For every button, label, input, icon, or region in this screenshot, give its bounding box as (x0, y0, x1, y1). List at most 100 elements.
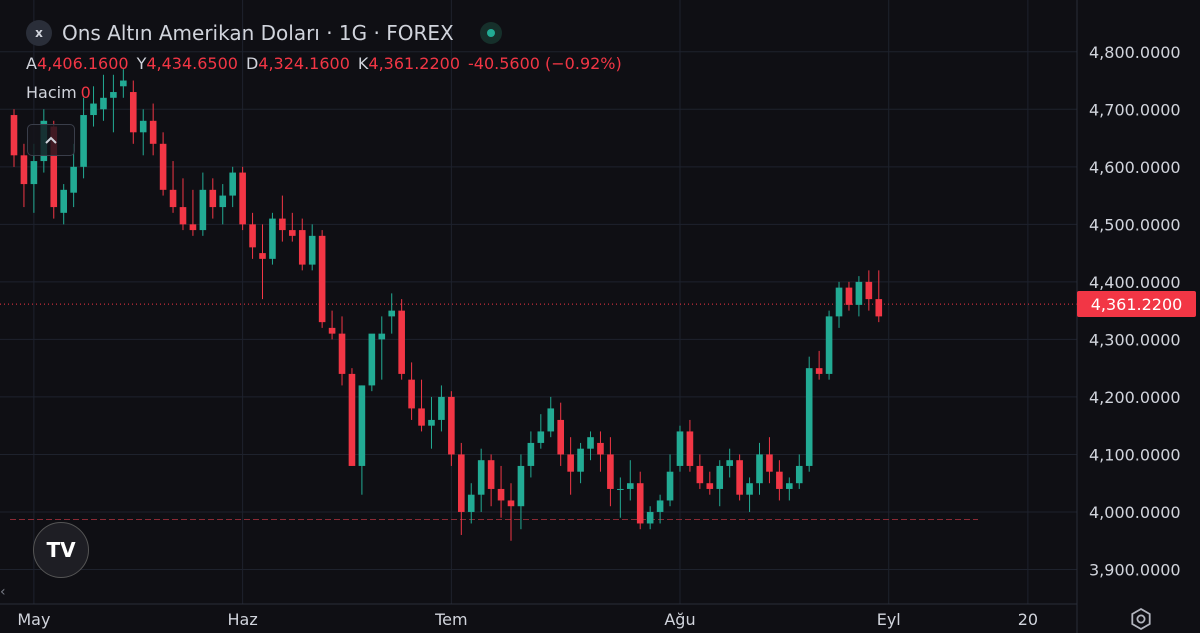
candle (358, 385, 366, 495)
candle (597, 431, 604, 472)
candles (10, 69, 883, 541)
candle-body (497, 488, 505, 501)
candle (159, 132, 167, 196)
candle (805, 356, 813, 472)
candle (100, 74, 107, 121)
last-price-tag: 4,361.2200 (1077, 291, 1196, 318)
time-tick-label: Eyl (877, 610, 901, 629)
ohlc-values: A 4,406.1600 Y 4,434.6500 D 4,324.1600 K 4,3… (26, 54, 630, 73)
candle-body (597, 442, 604, 455)
candle-body (537, 431, 545, 443)
candle-body (249, 224, 256, 248)
candle (825, 310, 833, 380)
candle-body (786, 483, 793, 489)
candle-body (467, 494, 475, 512)
candle (328, 310, 336, 340)
candle-body (487, 460, 495, 489)
candle-body (825, 316, 833, 374)
candle (60, 184, 67, 225)
price-tick-label: 4,500.0000 (1089, 215, 1181, 234)
candle-body (845, 287, 853, 305)
candle (666, 454, 674, 507)
candle (517, 454, 525, 530)
candle-body (279, 218, 286, 231)
candle-body (169, 189, 177, 208)
close-label: K (357, 54, 369, 73)
candle-body (70, 166, 77, 193)
candle (289, 212, 296, 242)
candle-body (298, 230, 306, 265)
candle (875, 270, 883, 323)
candle (607, 437, 614, 507)
chevron-up-icon (45, 136, 57, 144)
candle (547, 396, 555, 438)
candle (477, 448, 485, 512)
symbol-badge[interactable]: x (26, 20, 52, 46)
candle (279, 195, 286, 242)
candle (577, 442, 584, 484)
candle (388, 293, 396, 334)
candle (259, 224, 266, 300)
market-status-icon[interactable] (479, 22, 502, 44)
candle (338, 316, 346, 386)
candle (815, 350, 823, 380)
candle (736, 454, 743, 501)
candle (686, 419, 694, 472)
candle (269, 212, 276, 265)
candle-body (557, 419, 564, 455)
candle (646, 506, 654, 530)
price-tick-label: 4,100.0000 (1089, 445, 1181, 464)
candle (129, 80, 137, 144)
candle (120, 69, 127, 98)
candle-body (477, 460, 485, 495)
candle (497, 465, 505, 518)
candle (20, 143, 28, 208)
candle-body (686, 431, 694, 466)
candle-body (726, 460, 733, 466)
tradingview-logo[interactable]: TV (33, 522, 89, 578)
candle-body (736, 460, 743, 495)
gear-icon[interactable] (1128, 606, 1154, 632)
candle-body (547, 408, 555, 432)
candle-body (328, 327, 336, 334)
time-tick-label: Tem (434, 610, 467, 629)
collapse-legend-button[interactable] (27, 124, 75, 156)
low-value: 4,324.1600 (258, 54, 350, 73)
candle (219, 184, 227, 225)
candle-body (408, 379, 415, 409)
candle-body (100, 97, 107, 110)
candle-body (149, 120, 157, 144)
candle-body (80, 115, 87, 167)
candle-body (338, 333, 346, 374)
candle (706, 471, 714, 495)
candle (348, 368, 356, 466)
time-axis[interactable]: May Haz Tem Ağu Eyl 20 (17, 610, 1038, 629)
candle-body (746, 483, 753, 495)
candle-body (259, 253, 266, 259)
candle (189, 189, 197, 236)
chevron-left-icon[interactable]: ‹ (0, 584, 6, 600)
price-axis[interactable]: 3,900.0000 4,000.0000 4,100.0000 4,200.0000… (1089, 43, 1181, 580)
candle (318, 230, 326, 328)
candle-body (159, 143, 167, 190)
candle-body (875, 299, 883, 317)
candle-body (438, 396, 445, 420)
candle-body (348, 373, 356, 466)
candle (298, 218, 306, 271)
candle (368, 333, 376, 392)
candle (835, 281, 843, 328)
candle-body (706, 483, 714, 489)
candle (169, 161, 177, 213)
candle (636, 471, 644, 530)
open-label: A (26, 54, 37, 73)
candle (756, 442, 763, 495)
candle (845, 281, 853, 311)
candle (418, 379, 425, 432)
candle-body (507, 500, 515, 507)
candle (239, 166, 246, 231)
candle-body (398, 310, 405, 374)
price-tick-label: 4,600.0000 (1089, 158, 1181, 177)
candle-body (30, 161, 38, 185)
candle (179, 178, 187, 231)
